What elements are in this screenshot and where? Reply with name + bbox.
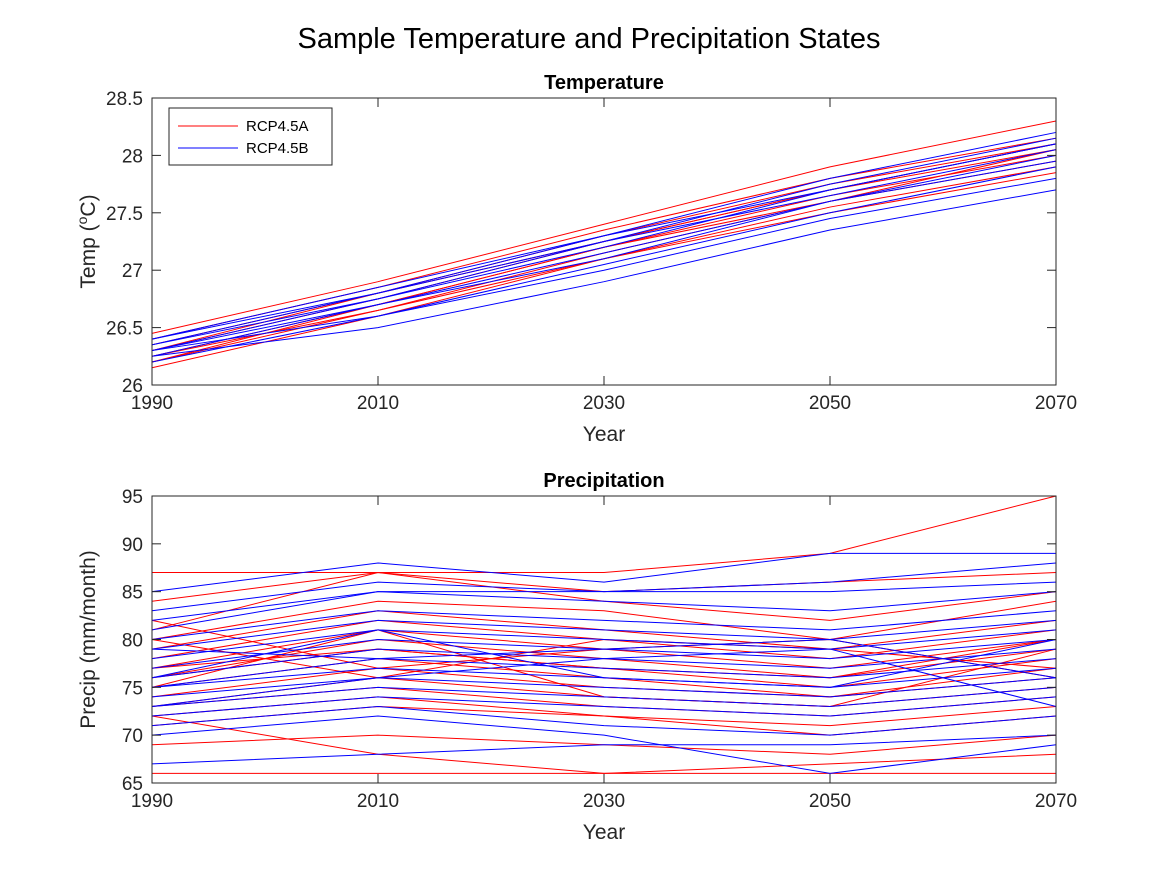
x-tick-label: 2070: [1035, 393, 1077, 414]
series-line-rcp45b-27: [151, 619, 1057, 650]
series-line-rcp45b-17: [151, 149, 1057, 346]
y-tick-label: 26.5: [106, 319, 143, 340]
series-line-rcp45b-24: [151, 581, 1057, 621]
legend-entry: RCP4.5A: [246, 118, 309, 135]
y-tick-label: 75: [122, 678, 143, 699]
series-line-rcp45b-25: [151, 591, 1057, 631]
series-line-rcp45b-36: [151, 705, 1057, 736]
series-line-rcp45b-26: [151, 610, 1057, 640]
y-tick-label: 27: [122, 261, 143, 282]
x-tick-label: 2030: [583, 393, 625, 414]
y-tick-label: 90: [122, 535, 143, 556]
series-line-rcp45b-39: [151, 638, 1057, 679]
figure-title: Sample Temperature and Precipitation Sta…: [297, 23, 880, 55]
y-tick-label: 65: [122, 774, 143, 795]
series-line-rcp45b-14: [151, 166, 1057, 363]
y-tick-label: 95: [122, 487, 143, 508]
x-tick-label: 2010: [357, 791, 399, 812]
series-line-rcp45b-34: [151, 686, 1057, 707]
y-axis-label: Precip (mm/month): [77, 550, 100, 729]
y-tick-label: 26: [122, 376, 143, 397]
series-line-rcp45b-38: [151, 715, 1057, 774]
series-line-rcp45b-19: [151, 160, 1057, 352]
series-line-rcp45b-37: [151, 734, 1057, 765]
y-tick-label: 85: [122, 583, 143, 604]
axes-title: Temperature: [544, 72, 664, 94]
y-axis-label: Temp (oC): [74, 194, 100, 288]
series-line-rcp45b-16: [151, 189, 1057, 357]
series-line-rcp45b-18: [151, 143, 1057, 340]
x-tick-label: 2050: [809, 791, 851, 812]
series-lines: [151, 120, 1057, 369]
x-axis-label: Year: [583, 821, 625, 844]
series-line-rcp45a-3: [151, 600, 1057, 641]
series-line-rcp45b-15: [151, 177, 1057, 352]
x-tick-label: 1990: [131, 791, 173, 812]
legend-entry: RCP4.5B: [246, 140, 309, 157]
series-line-rcp45b-13: [151, 154, 1057, 357]
y-tick-label: 28.5: [106, 89, 143, 110]
y-tick-label: 70: [122, 726, 143, 747]
precipitation-axes: 1990 2010 2030 2050 2070 65 70 75 80 85 90 95 Precip…: [77, 470, 1077, 844]
temperature-axes: 1990 2010 2030 2050 2070 26 26.5 27 27.5 28 28.5 Te…: [74, 72, 1077, 446]
x-tick-label: 2050: [809, 393, 851, 414]
legend-box: [168, 107, 333, 166]
x-axis-label: Year: [583, 423, 625, 446]
series-lines: [151, 495, 1057, 774]
series-line-rcp45b-22: [151, 552, 1056, 593]
series-line-rcp45b-28: [151, 629, 1057, 660]
legend: RCP4.5A RCP4.5B: [168, 107, 333, 166]
series-line-rcp45b-40: [151, 629, 1057, 688]
series-line-rcp45b-35: [151, 696, 1057, 717]
x-tick-label: 2030: [583, 791, 625, 812]
y-tick-label: 80: [122, 631, 143, 652]
x-tick-label: 1990: [131, 393, 173, 414]
x-tick-label: 2010: [357, 393, 399, 414]
series-line-rcp45b-33: [151, 677, 1057, 698]
y-tick-label: 28: [122, 146, 143, 167]
x-tick-label: 2070: [1035, 791, 1077, 812]
y-tick-label: 27.5: [106, 204, 143, 225]
axes-title: Precipitation: [543, 470, 664, 492]
series-line-rcp45b-41: [151, 648, 1057, 707]
series-line-rcp45a-0: [151, 120, 1057, 334]
